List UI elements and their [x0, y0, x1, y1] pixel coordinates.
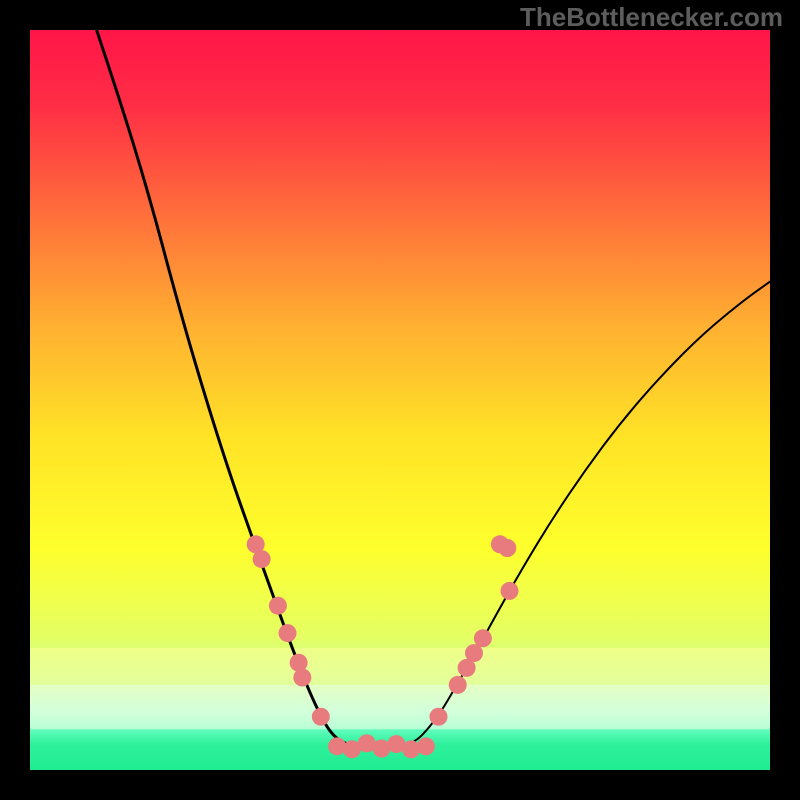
frame-bottom: [0, 770, 800, 800]
plot-area: [30, 30, 770, 770]
frame-left: [0, 0, 30, 800]
watermark-text: TheBottlenecker.com: [520, 2, 783, 33]
highlight-bands: [30, 648, 770, 729]
frame-right: [770, 0, 800, 800]
chart-svg: [30, 30, 770, 770]
